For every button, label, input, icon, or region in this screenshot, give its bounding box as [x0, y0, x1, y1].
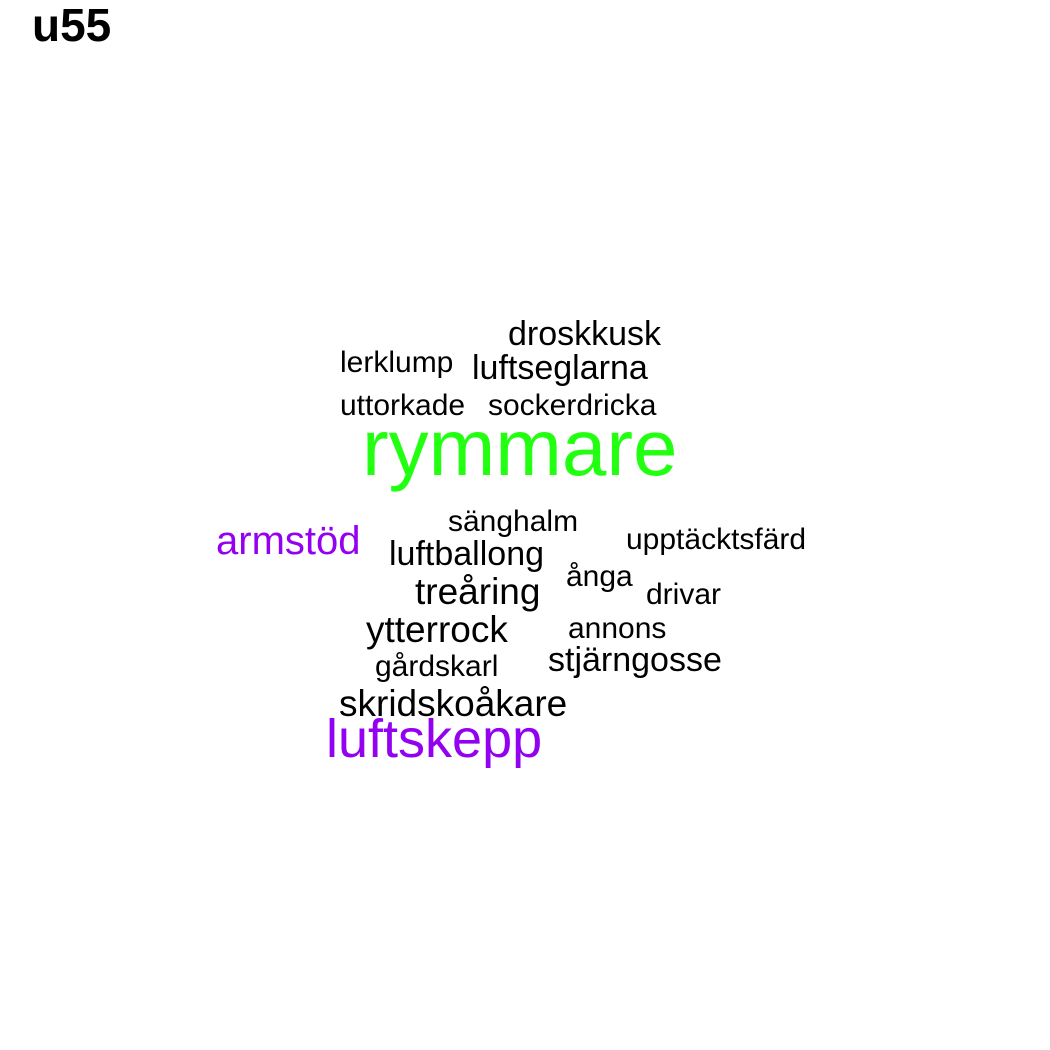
word-stjarngosse: stjärngosse	[548, 641, 722, 679]
word-luftballong: luftballong	[389, 535, 545, 573]
word-drivar: drivar	[646, 578, 722, 611]
word-anga: ånga	[566, 560, 633, 593]
word-luftseglarna: luftseglarna	[472, 349, 648, 387]
word-lerklump: lerklump	[340, 346, 454, 379]
word-gardskarl: gårdskarl	[375, 650, 499, 683]
word-luftskepp: luftskepp	[326, 709, 543, 769]
word-ytterrock: ytterrock	[366, 609, 508, 650]
word-sockerdricka: sockerdricka	[488, 389, 657, 422]
word-upptacktsfard: upptäcktsfärd	[626, 523, 807, 556]
word-annons: annons	[568, 612, 667, 645]
word-trearing: treåring	[415, 571, 541, 612]
word-droskkusk: droskkusk	[508, 315, 662, 353]
word-skridskoakare: skridskoåkare	[339, 683, 568, 724]
word-rymmare: rymmare	[362, 403, 678, 492]
word-uttorkade: uttorkade	[340, 389, 466, 422]
word-sanghalm: sänghalm	[448, 505, 579, 538]
plot-title: u55	[32, 0, 112, 51]
word-armstod: armstöd	[216, 519, 361, 563]
